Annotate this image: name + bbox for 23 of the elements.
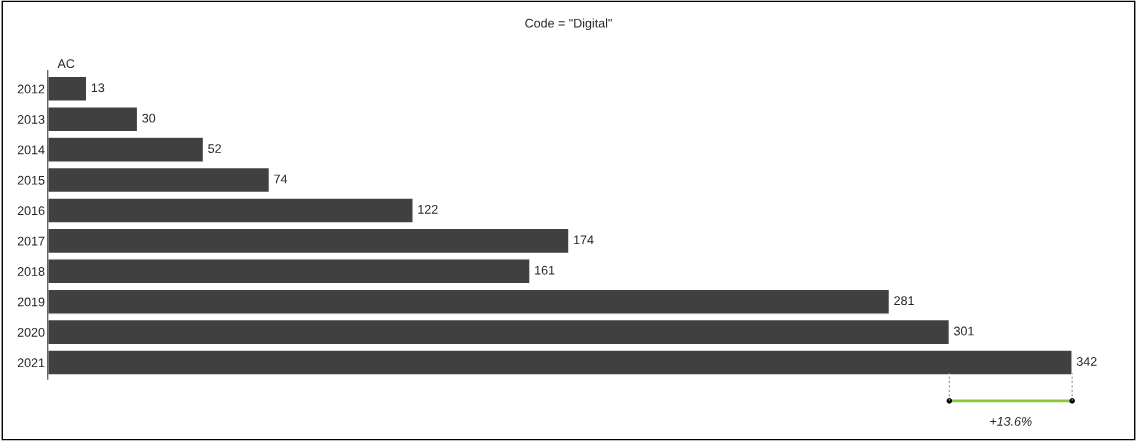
data-label: 161: [535, 265, 555, 275]
y-tick-label: 2015: [17, 175, 45, 185]
data-label: 52: [208, 144, 221, 153]
y-tick-label: 2014: [17, 145, 45, 155]
data-label: 13: [91, 83, 105, 93]
data-label: 30: [142, 113, 156, 123]
data-label: 174: [574, 235, 594, 245]
data-label: 74: [274, 174, 288, 184]
data-label: 122: [418, 204, 438, 214]
data-label: 301: [953, 326, 974, 336]
data-label: 342: [1076, 357, 1097, 366]
y-tick-label: 2017: [17, 236, 45, 246]
chart-title: Code = "Digital": [525, 18, 612, 31]
y-tick-label: 2021: [17, 358, 45, 368]
series-label: AC: [57, 59, 75, 69]
y-tick-label: 2016: [17, 206, 45, 216]
y-tick-label: 2013: [17, 115, 45, 124]
y-tick-label: 2020: [17, 327, 45, 337]
data-label: 281: [894, 296, 914, 306]
y-tick-label: 2012: [17, 84, 45, 94]
y-tick-label: 2019: [17, 297, 45, 307]
text: +13.6%: [990, 416, 1032, 426]
y-tick-label: 2018: [17, 267, 45, 276]
